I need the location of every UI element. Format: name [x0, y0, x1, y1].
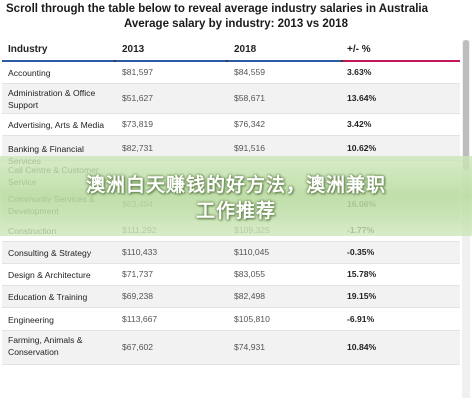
cell-industry: Consulting & Strategy: [8, 248, 92, 258]
column-underline-2018: [228, 60, 341, 62]
cell-change: 13.64%: [347, 93, 377, 103]
cell-2018: $91,516: [234, 142, 266, 153]
cell-2018: $76,342: [234, 119, 266, 129]
cell-change: 10.62%: [347, 142, 377, 153]
watermark-line-1: 澳洲白天赚钱的好方法，澳洲兼职: [85, 174, 386, 196]
table-row: Farming, Animals & Conservation $67,602 $7…: [2, 331, 460, 365]
cell-change: 10.84%: [347, 342, 377, 352]
cell-2013: $69,238: [122, 291, 154, 301]
cell-2013: $113,667: [122, 313, 158, 324]
cell-industry: Engineering: [8, 314, 54, 325]
cell-2013: $73,819: [122, 119, 154, 129]
cell-2013: $71,737: [122, 269, 154, 279]
watermark-band: [0, 156, 472, 236]
table-row: Advertising, Arts & Media $73,819 $76,342 3…: [2, 114, 460, 136]
cell-change: -0.35%: [347, 247, 375, 257]
cell-2013: $81,597: [122, 67, 154, 77]
column-underline-2013: [116, 60, 226, 62]
watermark-line-2: 工作推荐: [195, 200, 276, 222]
column-underline-industry: [2, 60, 114, 62]
cell-change: 15.78%: [347, 269, 377, 279]
table-title: Average salary by industry: 2013 vs 2018: [124, 18, 348, 30]
cell-change: -6.91%: [347, 313, 375, 324]
cell-2018: $58,671: [234, 93, 266, 103]
cell-change: 19.15%: [347, 291, 377, 301]
cell-industry: Administration & Office Support: [8, 88, 96, 110]
column-underline-change: [343, 60, 460, 62]
cell-industry: Advertising, Arts & Media: [8, 120, 105, 130]
cell-industry: Design & Architecture: [8, 270, 91, 280]
column-header-2013[interactable]: 2013: [122, 44, 145, 55]
table-row: Design & Architecture $71,737 $83,055 15.78…: [2, 264, 460, 286]
cell-2013: $110,433: [122, 247, 158, 257]
cell-industry: Farming, Animals & Conservation: [8, 335, 83, 357]
table-row: Consulting & Strategy $110,433 $110,045 -0.…: [2, 242, 460, 264]
page-heading: Scroll through the table below to reveal…: [6, 3, 429, 15]
cell-2018: $110,045: [234, 247, 270, 257]
table-row: Engineering $113,667 $105,810 -6.91%: [2, 308, 460, 331]
cell-industry: Accounting: [8, 68, 51, 78]
cell-change: 3.42%: [347, 119, 372, 129]
cell-2018: $84,559: [234, 67, 266, 77]
cell-2013: $82,731: [122, 142, 154, 153]
watermark-caption: 澳洲白天赚钱的好方法，澳洲兼职 工作推荐: [0, 172, 472, 224]
cell-2018: $83,055: [234, 269, 266, 279]
cell-2013: $51,627: [122, 93, 154, 103]
cell-2018: $74,931: [234, 342, 266, 352]
cell-change: 3.63%: [347, 67, 372, 77]
table-row: Education & Training $69,238 $82,498 19.15%: [2, 286, 460, 308]
table-row: Accounting $81,597 $84,559 3.63%: [2, 62, 460, 84]
cell-2018: $105,810: [234, 313, 270, 324]
cell-2018: $82,498: [234, 291, 266, 301]
scrollbar-thumb[interactable]: [463, 40, 469, 170]
table-header-row: Industry 2013 2018 +/- %: [2, 40, 460, 62]
column-header-industry[interactable]: Industry: [8, 44, 48, 55]
cell-industry: Education & Training: [8, 292, 88, 302]
column-header-2018[interactable]: 2018: [234, 44, 257, 55]
cell-2013: $67,602: [122, 342, 154, 352]
table-row: Administration & Office Support $51,627 $5…: [2, 84, 460, 114]
column-header-change[interactable]: +/- %: [347, 44, 371, 55]
